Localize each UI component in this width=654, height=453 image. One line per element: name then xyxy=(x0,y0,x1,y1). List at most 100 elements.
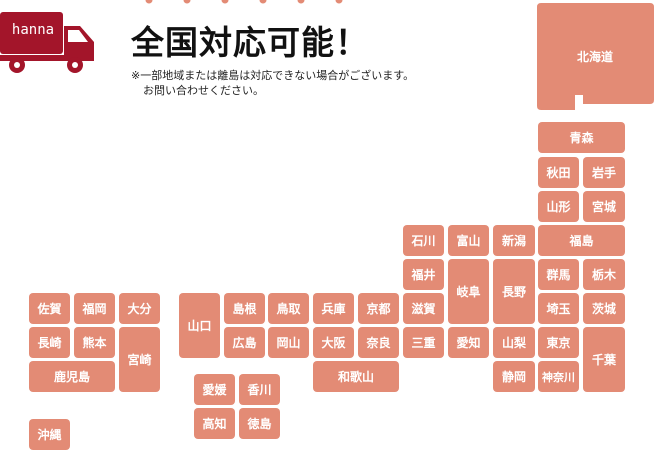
pref-shizuoka[interactable]: 静岡 xyxy=(493,361,535,392)
pref-fukuoka[interactable]: 福岡 xyxy=(74,293,115,324)
pref-toyama[interactable]: 富山 xyxy=(448,225,489,256)
pref-shiga[interactable]: 滋賀 xyxy=(403,293,444,324)
pref-kagoshima[interactable]: 鹿児島 xyxy=(29,361,115,392)
pref-ehime[interactable]: 愛媛 xyxy=(194,374,235,405)
pref-aichi[interactable]: 愛知 xyxy=(448,327,489,358)
pref-akita-label: 秋田 xyxy=(546,166,571,180)
notice-line-2: お問い合わせください。 xyxy=(143,84,264,97)
pref-hokkaido-shape[interactable] xyxy=(537,3,654,113)
pref-saitama[interactable]: 埼玉 xyxy=(538,293,579,324)
page-title: 全国対応可能！ xyxy=(131,23,369,62)
pref-ishikawa-label: 石川 xyxy=(411,234,436,248)
pref-tokyo[interactable]: 東京 xyxy=(538,327,579,358)
pref-tochigi[interactable]: 栃木 xyxy=(583,259,625,290)
pref-kyoto-label: 京都 xyxy=(366,302,391,316)
pref-miyazaki[interactable]: 宮崎 xyxy=(119,327,160,392)
pref-oita-label: 大分 xyxy=(127,302,152,316)
pref-ishikawa[interactable]: 石川 xyxy=(403,225,444,256)
pref-aomori[interactable]: 青森 xyxy=(538,122,625,153)
pref-gunma-label: 群馬 xyxy=(546,268,571,282)
pref-kochi[interactable]: 高知 xyxy=(194,408,235,439)
pref-gifu-label: 岐阜 xyxy=(456,285,481,299)
pref-kagawa-label: 香川 xyxy=(247,383,272,397)
pref-hyogo[interactable]: 兵庫 xyxy=(313,293,354,324)
pref-aomori-label: 青森 xyxy=(569,131,594,145)
pref-hokkaido-label: 北海道 xyxy=(576,49,613,64)
notice-line-1: ※一部地域または離島は対応できない場合がございます。 xyxy=(131,69,415,82)
pref-tokyo-label: 東京 xyxy=(546,336,571,350)
pref-shimane[interactable]: 島根 xyxy=(224,293,265,324)
pref-saitama-label: 埼玉 xyxy=(546,302,571,316)
pref-yamaguchi-label: 山口 xyxy=(187,319,212,333)
pref-hyogo-label: 兵庫 xyxy=(321,302,346,316)
pref-kanagawa-label: 神奈川 xyxy=(542,370,575,384)
pref-okinawa[interactable]: 沖縄 xyxy=(29,419,70,450)
pref-kumamoto[interactable]: 熊本 xyxy=(74,327,115,358)
pref-chiba[interactable]: 千葉 xyxy=(583,327,625,392)
pref-shizuoka-label: 静岡 xyxy=(501,370,526,384)
pref-kanagawa[interactable]: 神奈川 xyxy=(538,361,579,392)
pref-ibaraki-label: 茨城 xyxy=(591,302,616,316)
pref-mie-label: 三重 xyxy=(411,336,436,350)
pref-gunma[interactable]: 群馬 xyxy=(538,259,579,290)
pref-mie[interactable]: 三重 xyxy=(403,327,444,358)
pref-tochigi-label: 栃木 xyxy=(591,268,616,282)
decorative-dots-icon xyxy=(145,0,343,4)
pref-okinawa-label: 沖縄 xyxy=(37,428,62,442)
pref-yamagata[interactable]: 山形 xyxy=(538,191,579,222)
pref-tottori[interactable]: 鳥取 xyxy=(268,293,309,324)
pref-nagasaki-label: 長崎 xyxy=(37,336,62,350)
pref-osaka[interactable]: 大阪 xyxy=(313,327,354,358)
pref-shimane-label: 島根 xyxy=(232,302,257,316)
pref-akita[interactable]: 秋田 xyxy=(538,157,579,188)
pref-saga-label: 佐賀 xyxy=(37,302,62,316)
pref-tottori-label: 鳥取 xyxy=(276,302,301,316)
pref-gifu[interactable]: 岐阜 xyxy=(448,259,489,324)
pref-kyoto[interactable]: 京都 xyxy=(358,293,399,324)
pref-chiba-label: 千葉 xyxy=(591,353,616,367)
pref-kagawa[interactable]: 香川 xyxy=(239,374,280,405)
pref-fukushima-label: 福島 xyxy=(569,234,594,248)
pref-toyama-label: 富山 xyxy=(456,234,481,248)
truck-logo-icon xyxy=(0,12,94,73)
pref-aichi-label: 愛知 xyxy=(456,336,481,350)
pref-ibaraki[interactable]: 茨城 xyxy=(583,293,625,324)
pref-okayama-label: 岡山 xyxy=(276,336,301,350)
pref-hokkaido[interactable]: 北海道 xyxy=(560,40,630,72)
pref-kochi-label: 高知 xyxy=(202,417,227,431)
pref-niigata-label: 新潟 xyxy=(501,234,526,248)
pref-fukui-label: 福井 xyxy=(411,268,436,282)
pref-hiroshima[interactable]: 広島 xyxy=(224,327,265,358)
pref-wakayama-label: 和歌山 xyxy=(337,370,374,384)
pref-okayama[interactable]: 岡山 xyxy=(268,327,309,358)
pref-yamagata-label: 山形 xyxy=(546,200,571,214)
pref-wakayama[interactable]: 和歌山 xyxy=(313,361,399,392)
pref-hiroshima-label: 広島 xyxy=(232,336,257,350)
pref-ehime-label: 愛媛 xyxy=(202,383,227,397)
pref-shiga-label: 滋賀 xyxy=(411,302,436,316)
pref-miyagi-label: 宮城 xyxy=(591,200,616,214)
pref-iwate[interactable]: 岩手 xyxy=(583,157,625,188)
pref-fukushima[interactable]: 福島 xyxy=(538,225,625,256)
pref-yamanashi[interactable]: 山梨 xyxy=(493,327,535,358)
pref-fukuoka-label: 福岡 xyxy=(82,302,107,316)
pref-nara-label: 奈良 xyxy=(366,336,391,350)
pref-nagano-label: 長野 xyxy=(501,285,526,299)
pref-saga[interactable]: 佐賀 xyxy=(29,293,70,324)
pref-nara[interactable]: 奈良 xyxy=(358,327,399,358)
pref-tokushima-label: 徳島 xyxy=(247,417,272,431)
pref-oita[interactable]: 大分 xyxy=(119,293,160,324)
pref-yamanashi-label: 山梨 xyxy=(501,336,526,350)
pref-iwate-label: 岩手 xyxy=(591,166,616,180)
pref-miyagi[interactable]: 宮城 xyxy=(583,191,625,222)
pref-niigata[interactable]: 新潟 xyxy=(493,225,535,256)
pref-yamaguchi[interactable]: 山口 xyxy=(179,293,220,358)
pref-tokushima[interactable]: 徳島 xyxy=(239,408,280,439)
pref-nagano[interactable]: 長野 xyxy=(493,259,535,324)
brand-name: hanna xyxy=(11,22,55,38)
notice-text: ※一部地域または離島は対応できない場合がございます。 お問い合わせください。 xyxy=(131,68,414,98)
pref-fukui[interactable]: 福井 xyxy=(403,259,444,290)
pref-nagasaki[interactable]: 長崎 xyxy=(29,327,70,358)
pref-osaka-label: 大阪 xyxy=(321,336,346,350)
pref-kumamoto-label: 熊本 xyxy=(82,336,107,350)
